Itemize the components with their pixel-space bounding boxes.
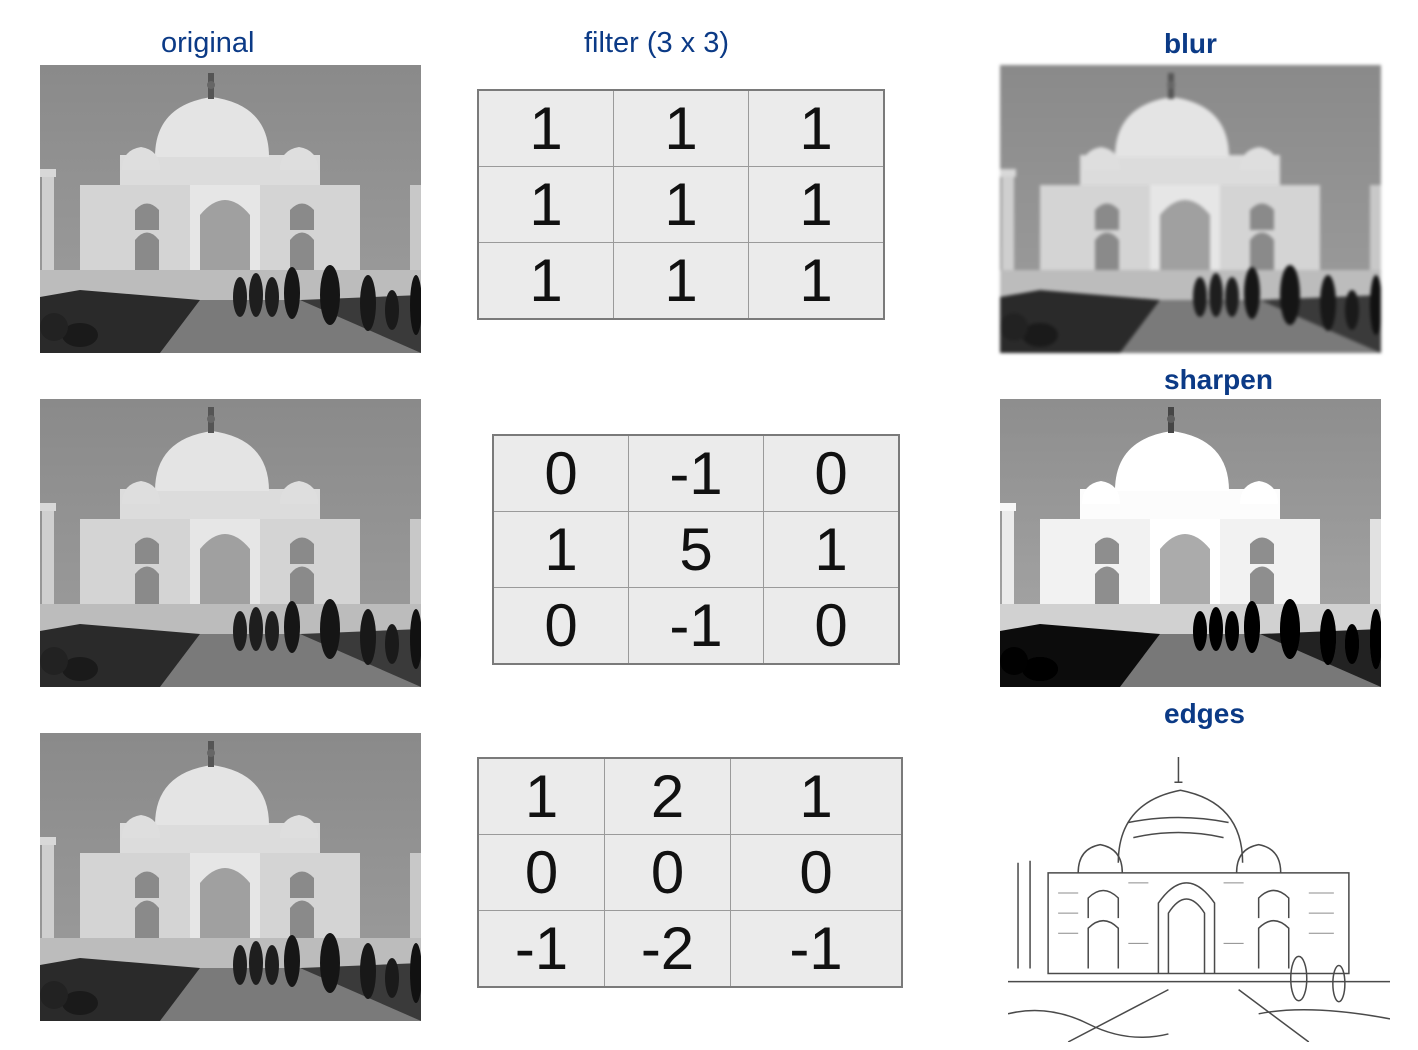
kernel-cell: 0	[604, 834, 731, 911]
taj-mahal-photo-icon	[1000, 65, 1381, 353]
kernel-cell: 1	[477, 89, 614, 167]
blur-label: blur	[1164, 28, 1217, 59]
kernel-cell: -1	[730, 910, 903, 988]
filter-label: filter (3 x 3)	[584, 27, 730, 59]
kernel-cell: 1	[613, 89, 749, 167]
kernel-cell: 0	[477, 834, 605, 911]
kernel-cell: 1	[748, 242, 885, 320]
sharpen-result-image	[1000, 399, 1381, 687]
kernel-cell: 0	[730, 834, 903, 911]
kernel-cell: 0	[763, 587, 900, 665]
kernel-cell: 0	[763, 434, 900, 512]
original-image-3	[40, 733, 421, 1021]
kernel-cell: 1	[763, 511, 900, 588]
edges-kernel-table: 1 2 1 0 0 0 -1 -2 -1	[477, 757, 903, 988]
kernel-cell: 1	[748, 89, 885, 167]
edges-label: edges	[1164, 698, 1245, 729]
sharpen-kernel-table: 0 -1 0 1 5 1 0 -1 0	[492, 434, 900, 665]
kernel-cell: 0	[492, 434, 629, 512]
kernel-cell: -2	[604, 910, 731, 988]
kernel-cell: -1	[477, 910, 605, 988]
blur-result-image	[1000, 65, 1381, 353]
kernel-cell: 1	[492, 511, 629, 588]
kernel-cell: 0	[492, 587, 629, 665]
blur-kernel-table: 1 1 1 1 1 1 1 1 1	[477, 89, 885, 320]
taj-mahal-photo-icon	[40, 65, 421, 353]
kernel-cell: 1	[477, 757, 605, 835]
original-image-1	[40, 65, 421, 353]
kernel-cell: 1	[730, 757, 903, 835]
taj-mahal-photo-icon	[1000, 399, 1381, 687]
kernel-cell: 1	[748, 166, 885, 243]
kernel-cell: -1	[628, 434, 764, 512]
edges-result-image	[1008, 752, 1390, 1042]
kernel-cell: 5	[628, 511, 764, 588]
taj-mahal-edge-sketch-icon	[1008, 752, 1390, 1042]
kernel-cell: 1	[477, 166, 614, 243]
kernel-cell: -1	[628, 587, 764, 665]
kernel-cell: 1	[613, 166, 749, 243]
original-label: original	[161, 27, 255, 59]
original-image-2	[40, 399, 421, 687]
taj-mahal-photo-icon	[40, 399, 421, 687]
taj-mahal-photo-icon	[40, 733, 421, 1021]
kernel-cell: 1	[613, 242, 749, 320]
kernel-cell: 1	[477, 242, 614, 320]
kernel-cell: 2	[604, 757, 731, 835]
sharpen-label: sharpen	[1164, 364, 1273, 395]
